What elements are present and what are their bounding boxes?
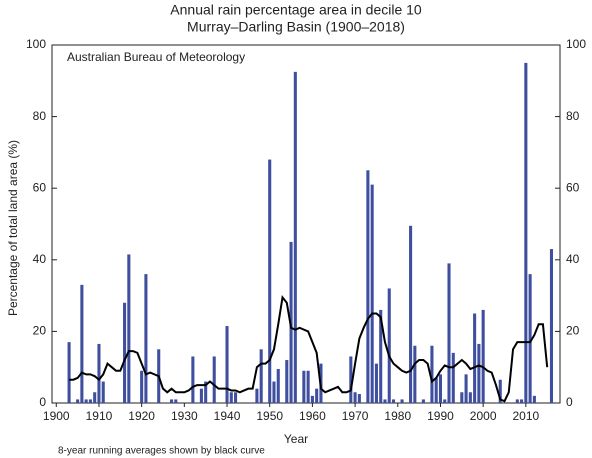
bar bbox=[370, 184, 374, 403]
bar bbox=[127, 254, 131, 403]
bar bbox=[101, 381, 105, 403]
bar bbox=[212, 356, 216, 403]
y2-tick-label: 0 bbox=[566, 395, 573, 409]
x-tick-label: 1960 bbox=[299, 409, 326, 423]
bar bbox=[293, 71, 297, 403]
bar bbox=[140, 370, 144, 403]
running-average-line bbox=[69, 294, 549, 403]
bar bbox=[259, 349, 263, 403]
x-axis-label: Year bbox=[284, 432, 308, 446]
bar bbox=[97, 343, 101, 403]
bar bbox=[464, 374, 468, 403]
x-tick-label: 1940 bbox=[214, 409, 241, 423]
bar bbox=[268, 159, 272, 403]
bar bbox=[169, 399, 174, 403]
bar bbox=[528, 274, 532, 403]
bar bbox=[191, 356, 195, 403]
y2-tick-label: 60 bbox=[566, 180, 580, 194]
bar bbox=[302, 370, 306, 403]
bar bbox=[383, 399, 387, 403]
bar bbox=[477, 343, 481, 403]
bar bbox=[123, 302, 127, 403]
bar bbox=[430, 345, 434, 403]
x-tick-label: 1920 bbox=[128, 409, 155, 423]
bar bbox=[285, 360, 289, 403]
annotation: Australian Bureau of Meteorology bbox=[67, 50, 245, 64]
chart-title: Annual rain percentage area in decile 10 bbox=[170, 2, 422, 18]
bar bbox=[88, 399, 92, 403]
bar bbox=[481, 309, 485, 403]
bar bbox=[438, 374, 443, 403]
bar bbox=[515, 399, 519, 403]
footnote: 8-year running averages shown by black c… bbox=[58, 446, 265, 457]
bar bbox=[357, 394, 361, 403]
bar bbox=[532, 395, 536, 403]
bar bbox=[387, 288, 391, 403]
bar bbox=[204, 381, 208, 403]
bar bbox=[520, 399, 524, 403]
y-tick-label: 100 bbox=[26, 37, 46, 51]
x-tick-label: 2010 bbox=[512, 409, 539, 423]
bar bbox=[451, 352, 455, 403]
y2-tick-label: 40 bbox=[566, 252, 580, 266]
bar bbox=[234, 392, 238, 403]
bar bbox=[76, 399, 80, 403]
x-tick-label: 1950 bbox=[256, 409, 283, 423]
bar bbox=[199, 388, 203, 403]
bar bbox=[310, 395, 314, 403]
bar bbox=[524, 62, 528, 404]
y-tick-label: 80 bbox=[33, 109, 47, 123]
bar bbox=[144, 274, 148, 403]
bar bbox=[460, 392, 464, 403]
bar bbox=[229, 392, 233, 403]
y-tick-label: 0 bbox=[39, 395, 46, 409]
y-axis-label: Percentage of total land area (%) bbox=[6, 140, 20, 316]
y2-tick-label: 20 bbox=[566, 324, 580, 338]
x-tick-label: 1990 bbox=[427, 409, 454, 423]
bar bbox=[443, 399, 447, 403]
bar bbox=[276, 368, 280, 403]
bar bbox=[549, 249, 553, 403]
bar bbox=[67, 342, 71, 403]
bar bbox=[400, 399, 404, 403]
bar bbox=[421, 399, 425, 403]
bar bbox=[434, 377, 438, 403]
bar bbox=[80, 284, 84, 403]
bar bbox=[447, 263, 451, 403]
bar bbox=[306, 370, 310, 403]
bar bbox=[353, 392, 357, 403]
chart-subtitle: Murray–Darling Basin (1900–2018) bbox=[187, 19, 405, 35]
x-tick-label: 1900 bbox=[43, 409, 70, 423]
bar bbox=[315, 388, 319, 403]
bar bbox=[84, 399, 88, 403]
y2-tick-label: 80 bbox=[566, 109, 580, 123]
bar bbox=[391, 399, 396, 403]
bar bbox=[379, 309, 383, 403]
bar bbox=[468, 392, 472, 403]
x-tick-label: 1970 bbox=[342, 409, 369, 423]
bar bbox=[366, 170, 370, 403]
bar bbox=[255, 388, 259, 403]
y-tick-label: 60 bbox=[33, 180, 47, 194]
bar bbox=[225, 326, 229, 403]
bar bbox=[93, 392, 97, 403]
y-tick-label: 20 bbox=[33, 324, 47, 338]
x-tick-label: 1910 bbox=[86, 409, 113, 423]
y-tick-label: 40 bbox=[33, 252, 47, 266]
bar bbox=[498, 379, 502, 403]
x-tick-label: 1930 bbox=[171, 409, 198, 423]
bar bbox=[349, 356, 353, 403]
bar bbox=[409, 225, 413, 403]
y2-tick-label: 100 bbox=[566, 37, 586, 51]
x-tick-label: 1980 bbox=[384, 409, 411, 423]
bar bbox=[174, 399, 178, 403]
bar bbox=[374, 363, 378, 403]
bar bbox=[272, 381, 276, 403]
bar bbox=[473, 313, 477, 403]
x-tick-label: 2000 bbox=[470, 409, 497, 423]
plot-frame bbox=[51, 44, 561, 404]
bar bbox=[413, 345, 417, 403]
